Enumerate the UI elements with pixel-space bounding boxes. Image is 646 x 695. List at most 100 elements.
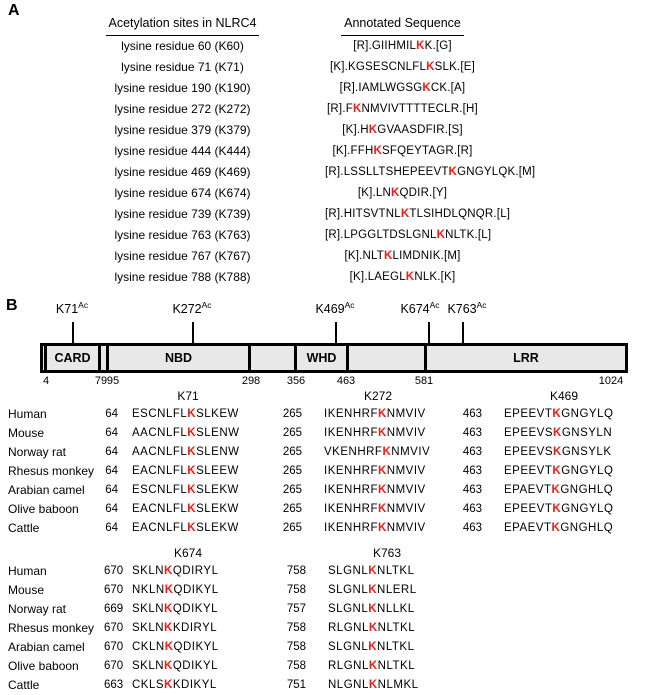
sequence: RLGNLKNLTKL [312,619,462,638]
sequence-prefix: IKENHRF [324,427,378,439]
sequence-prefix: RLGNL [328,660,369,672]
acetylated-lysine: K [377,427,387,439]
site-modification: Ac [476,299,487,310]
sequence: EACNLFLKSLEKW [124,500,252,519]
start-position: 669 [104,603,124,615]
start-position: 463 [462,522,482,534]
site-label-k272: K272Ac [172,299,212,316]
sequence: SKLNKKDIRYL [124,619,252,638]
site-tick-k674 [428,322,430,343]
acetylated-lysine: K [377,408,387,420]
start-position: 758 [286,641,306,653]
sequence-suffix: QDIR.[Y] [399,187,448,199]
acetylated-lysine: K [368,565,378,577]
residue-number-79: 79 [94,375,108,387]
start-position: 265 [282,484,302,496]
sequence-prefix: SLGNL [328,565,369,577]
sequence-prefix: IKENHRF [324,465,378,477]
start-position: 463 [462,427,482,439]
panel-b-label: B [6,297,18,314]
sequence-prefix: [R].HITSVTNL [325,208,401,220]
sequence: CKLSKKDIKYL [124,676,252,695]
sequence-prefix: [K].FFH [332,145,374,157]
species-name: Norway rat [8,445,67,459]
sequence: IKENHRFKNMVIV [308,405,448,424]
start-position: 463 [462,408,482,420]
sequence-prefix: [K].NLT [344,250,384,262]
acetylated-lysine: K [164,641,174,653]
sequence-prefix: SLGNL [328,641,369,653]
sequence-prefix: CKLN [132,641,165,653]
sequence-suffix: QDIKYL [173,584,219,596]
start-position: 463 [462,503,482,515]
site-label: lysine residue 739 (K739) [114,207,251,221]
sequence-prefix: [K].LAEGL [349,271,406,283]
start-position: 265 [282,465,302,477]
acetylated-lysine: K [552,408,562,420]
species-name: Olive baboon [8,502,79,516]
species-name: Cattle [8,521,40,535]
sequence-prefix: EACNLFL [132,522,188,534]
sequence-prefix: EACNLFL [132,465,188,477]
sequence: SLGNLKNLERL [312,581,462,600]
sequence: EPEEVTKGNGYLQ [488,462,640,481]
site-label: lysine residue 71 (K71) [121,60,244,74]
sequence-prefix: [K].KGSESCNLFL [329,61,427,73]
start-position: 64 [105,503,118,515]
domain-label: CARD [54,351,91,365]
site-label: lysine residue 763 (K763) [114,228,251,242]
acetylated-lysine: K [391,187,400,199]
sequence-suffix: SLENW [196,446,240,458]
start-position: 758 [286,622,306,634]
site-label-k674: K674Ac [400,301,439,316]
domain-card: CARD [44,343,101,373]
annotated-sequence: [K].LAEGLKNLK.[K] [325,267,480,288]
sequence-suffix: GNGYLQ [561,465,614,477]
sequence-suffix: GNGYLQK.[M] [457,166,536,178]
sequence-prefix: SLGNL [328,584,369,596]
domain-label: NBD [164,351,193,365]
acetylated-lysine: K [368,641,378,653]
sequence-prefix: RLGNL [328,622,369,634]
alignment-row: Rhesus monkey 670 SKLNKKDIRYL 758 RLGNLKNLTK… [8,619,462,638]
acetylated-lysine: K [187,503,197,515]
start-position: 265 [282,427,302,439]
sequence: ESCNLFLKSLEKW [124,481,252,500]
sequence: CKLNKQDIKYL [124,638,252,657]
site-label: lysine residue 190 (K190) [114,81,251,95]
sequence-prefix: SKLN [132,603,165,615]
sequence-suffix: GNSYLK [561,446,612,458]
species-name: Norway rat [8,602,67,616]
sequence-suffix: SLEKW [196,484,239,496]
sequence: SKLNKQDIRYL [124,562,252,581]
acetylated-lysine: K [416,40,425,52]
sequence-prefix: CKLS [132,679,165,691]
sequence-prefix: AACNLFL [132,446,188,458]
sequence-suffix: NLMKL [377,679,419,691]
sequence-suffix: GVAASDFIR.[S] [377,124,463,136]
sequence-prefix: [R].LSSLLTSHEPEEVT [325,166,449,178]
sequence-suffix: TLSIHDLQNQR.[L] [409,208,511,220]
sequence-prefix: ESCNLFL [132,408,188,420]
alignment-row: Rhesus monkey 64 EACNLFLKSLEEW 265 IKENHRFKN… [8,462,640,481]
domain-lrr: LRR [424,343,628,373]
acetylated-lysine: K [426,61,435,73]
acetylated-lysine: K [377,465,387,477]
column-header-sites-text: Acetylation sites in NLRC4 [105,12,260,36]
panel-a-label: A [8,2,20,19]
sequence: IKENHRFKNMVIV [308,481,448,500]
residue-number-298: 298 [241,375,261,387]
sequence-suffix: GNGYLQ [561,408,614,420]
start-position: 758 [286,584,306,596]
start-position: 64 [105,465,118,477]
alignment-row: Cattle 64 EACNLFLKSLEKW 265 IKENHRFKNMVIV 463… [8,519,640,538]
annotated-sequence: [R].LSSLLTSHEPEEVTKGNGYLQK.[M] [325,162,535,183]
sequence-prefix: EPEEVS [504,427,554,439]
header-spacer [8,544,104,562]
sequence-suffix: SLEKW [196,522,239,534]
site-modification: Ac [201,299,212,310]
acetylated-lysine: K [164,660,173,672]
acetylated-lysine: K [553,427,562,439]
sequence: SLGNLKNLTKL [312,638,462,657]
alignment-row: Norway rat 64 AACNLFLKSLENW 265 VKENHRFKNMVI… [8,443,640,462]
